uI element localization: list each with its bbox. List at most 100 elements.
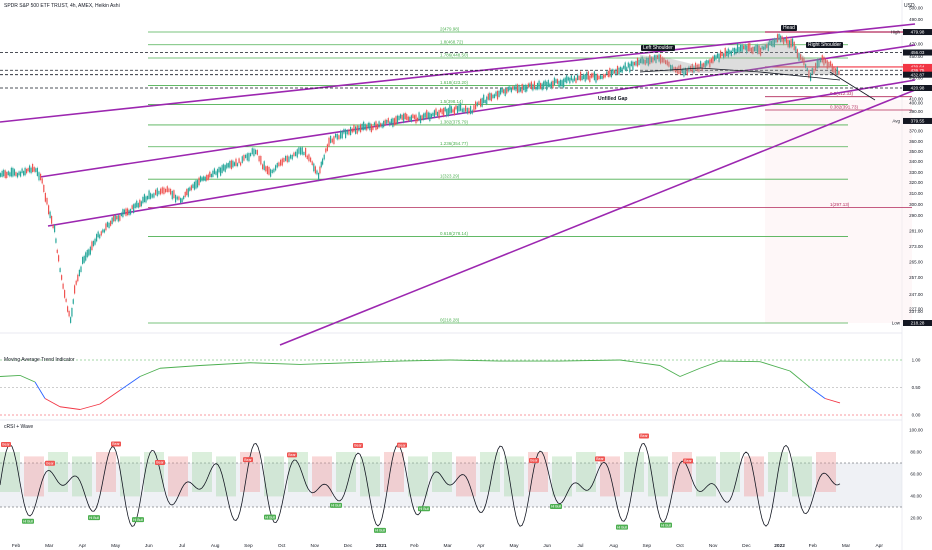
wave-shade bbox=[312, 456, 332, 497]
candle-body bbox=[258, 156, 260, 162]
bull-signal bbox=[660, 522, 672, 528]
candle-body bbox=[630, 61, 632, 67]
candle-body bbox=[364, 124, 366, 130]
candle-body bbox=[629, 63, 631, 73]
unfilled-gap-label: Unfilled Gap bbox=[598, 96, 628, 102]
candle-body bbox=[621, 67, 623, 73]
candle-body bbox=[180, 198, 182, 203]
candle-body bbox=[206, 174, 208, 181]
candle-body bbox=[530, 81, 532, 90]
bull-signal bbox=[616, 524, 628, 530]
candle-body bbox=[398, 115, 400, 121]
candle-body bbox=[390, 118, 392, 124]
candle-body bbox=[318, 173, 320, 181]
candle-body bbox=[655, 55, 657, 63]
time-tick: Jul bbox=[179, 543, 185, 549]
candle-body bbox=[415, 114, 417, 124]
candle-body bbox=[137, 203, 139, 208]
candle-body bbox=[345, 129, 347, 139]
candle-body bbox=[395, 116, 397, 125]
wave-shade bbox=[144, 452, 164, 492]
ma-trend-segment bbox=[659, 365, 681, 377]
time-tick: Nov bbox=[311, 543, 320, 549]
candle-body bbox=[288, 156, 290, 162]
candle-body bbox=[260, 155, 262, 165]
candle-body bbox=[569, 77, 571, 84]
candle-body bbox=[108, 222, 110, 229]
candle-body bbox=[713, 55, 716, 62]
candle-body bbox=[496, 90, 499, 100]
candle-body bbox=[649, 55, 651, 65]
ma-trend-segment bbox=[299, 362, 351, 365]
price-tick: 490.00 bbox=[909, 17, 923, 22]
candle-body bbox=[340, 130, 342, 139]
price-badge bbox=[903, 63, 932, 70]
candle-body bbox=[281, 158, 283, 166]
wave-shade bbox=[216, 456, 236, 497]
candle-body bbox=[685, 68, 687, 75]
price-badge-text: 479.98 bbox=[911, 30, 925, 35]
candle-body bbox=[262, 164, 264, 170]
candle-body bbox=[612, 69, 614, 74]
candle-body bbox=[126, 208, 129, 216]
candle-body bbox=[163, 187, 165, 195]
ma-trend-segment bbox=[449, 359, 501, 362]
candle-body bbox=[473, 105, 475, 112]
candle-body bbox=[240, 162, 242, 166]
candle-body bbox=[33, 167, 35, 172]
candle-body bbox=[727, 48, 729, 58]
fib-label: 1.5(398.14) bbox=[440, 99, 464, 104]
ma-axis-tick: 1.00 bbox=[912, 358, 921, 363]
candle-body bbox=[703, 63, 705, 67]
candle-body bbox=[429, 112, 431, 122]
candle-body bbox=[615, 69, 617, 75]
candle-body bbox=[440, 108, 442, 113]
candle-body bbox=[532, 84, 534, 91]
candle-body bbox=[151, 194, 153, 198]
wave-shade bbox=[72, 456, 92, 497]
candle-body bbox=[328, 137, 330, 147]
price-badge-text: 439.64 bbox=[911, 65, 925, 70]
candle-body bbox=[43, 184, 45, 193]
time-tick: Mar bbox=[45, 543, 54, 549]
wave-shade bbox=[648, 456, 668, 497]
candle-body bbox=[558, 80, 560, 88]
candle-body bbox=[670, 64, 672, 72]
candle-body bbox=[616, 65, 619, 74]
candle-body bbox=[801, 57, 803, 62]
candle-body bbox=[593, 71, 596, 81]
candle-body bbox=[218, 167, 220, 173]
price-tick: 273.00 bbox=[909, 244, 923, 249]
candle-body bbox=[721, 52, 723, 57]
neckline bbox=[639, 67, 841, 81]
ma-trend-segment bbox=[0, 374, 21, 377]
candle-body bbox=[4, 170, 6, 179]
candle-body bbox=[248, 152, 250, 162]
candle-body bbox=[212, 170, 214, 177]
candle-body bbox=[828, 61, 830, 68]
candle-body bbox=[333, 136, 335, 145]
candle-body bbox=[798, 53, 800, 61]
time-tick: Dec bbox=[344, 543, 353, 549]
bull-signal bbox=[132, 517, 144, 523]
trend-channels bbox=[0, 23, 916, 346]
bear-signal-text: Bear bbox=[2, 443, 10, 447]
candle-body bbox=[224, 165, 226, 172]
candle-body bbox=[620, 66, 622, 73]
candle-body bbox=[196, 180, 199, 188]
candle-body bbox=[369, 122, 371, 131]
ma-trend-segment bbox=[559, 359, 621, 362]
candle-body bbox=[336, 133, 338, 140]
candle-body bbox=[641, 56, 643, 64]
candle-body bbox=[355, 126, 357, 134]
candle-body bbox=[489, 92, 491, 101]
candle-body bbox=[723, 53, 725, 59]
candle-body bbox=[483, 94, 485, 104]
time-tick: Aug bbox=[609, 543, 618, 549]
candle-body bbox=[35, 168, 37, 173]
candle-body bbox=[372, 126, 374, 130]
ma-trend-segment bbox=[99, 389, 121, 405]
candle-body bbox=[285, 155, 287, 161]
candle-body bbox=[541, 83, 543, 91]
candle-body bbox=[232, 160, 234, 168]
